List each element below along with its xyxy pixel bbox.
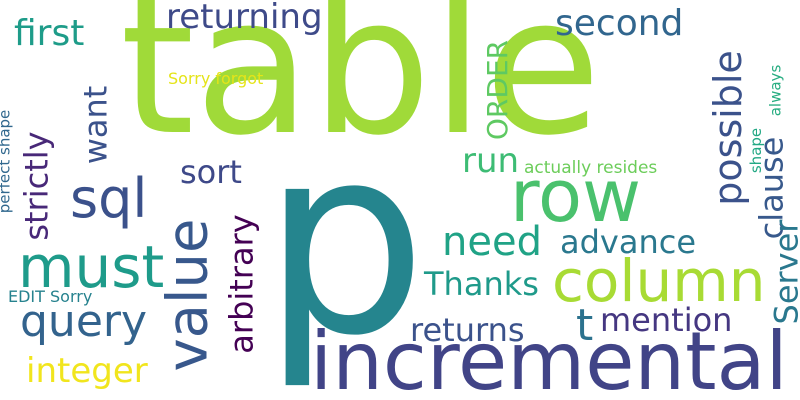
- word-want: want: [76, 85, 115, 165]
- word-returning: returning: [166, 0, 323, 37]
- word-actually-resides: actually resides: [524, 158, 658, 178]
- word-mention: mention: [600, 301, 733, 339]
- word-returns: returns: [410, 311, 525, 349]
- word-strictly: strictly: [17, 131, 56, 241]
- word-t: t: [576, 300, 594, 351]
- word-arbitrary: arbitrary: [222, 214, 261, 354]
- word-row: row: [510, 154, 641, 238]
- word-sort: sort: [180, 153, 242, 191]
- word-run: run: [462, 141, 520, 181]
- word-sorry-forgot: Sorry forgot: [168, 69, 264, 88]
- word-p: p: [262, 91, 428, 393]
- word-table: table: [120, 0, 602, 177]
- word-thanks: Thanks: [424, 265, 539, 303]
- word-edit-sorry: EDIT Sorry: [8, 287, 93, 306]
- word-shape: shape: [747, 127, 766, 174]
- word-possible: possible: [705, 50, 750, 206]
- word-need: need: [442, 219, 542, 265]
- word-query: query: [20, 296, 148, 347]
- word-incremental: incremental: [310, 315, 788, 400]
- word-second: second: [555, 3, 684, 44]
- word-value: value: [155, 218, 221, 372]
- word-first: first: [14, 13, 85, 54]
- word-server: Server: [767, 219, 800, 325]
- word-must: must: [18, 233, 165, 301]
- word-advance: advance: [560, 223, 697, 261]
- word-sql: sql: [70, 167, 148, 230]
- word-integer: integer: [26, 351, 148, 391]
- word-column: column: [552, 247, 766, 315]
- word-order: ORDER: [481, 39, 515, 141]
- word-perfect-shape: perfect shape: [0, 109, 14, 214]
- word-always: always: [766, 64, 785, 117]
